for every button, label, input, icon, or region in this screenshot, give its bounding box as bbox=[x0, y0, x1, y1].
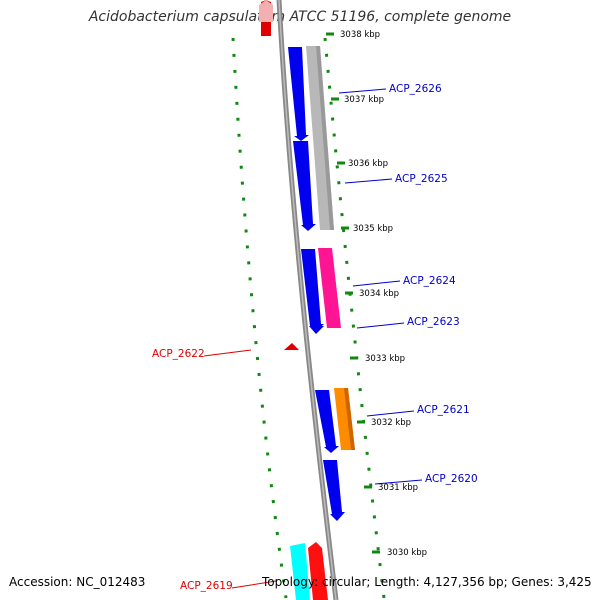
outer-ring bbox=[323, 37, 386, 599]
gene-label-acp-2625[interactable]: ACP_2625 bbox=[395, 173, 448, 185]
gene-label-acp-2623[interactable]: ACP_2623 bbox=[407, 316, 460, 328]
cds-acp-2624 bbox=[301, 249, 324, 331]
accession-value: NC_012483 bbox=[76, 575, 146, 589]
gc-content-ring bbox=[231, 37, 288, 599]
genes-value: 3,425 bbox=[557, 575, 592, 589]
cds-acp-2623 bbox=[309, 326, 324, 334]
gene-label-acp-2621[interactable]: ACP_2621 bbox=[417, 404, 470, 416]
gene-label-acp-2622[interactable]: ACP_2622 bbox=[152, 348, 205, 360]
tick-label: 3037 kbp bbox=[344, 95, 384, 105]
gene-pink-block bbox=[318, 248, 341, 328]
topology-value: circular bbox=[321, 575, 367, 589]
cds-track-forward bbox=[288, 47, 345, 521]
gene-label-acp-2624[interactable]: ACP_2624 bbox=[403, 275, 456, 287]
gene-acp-2619 bbox=[308, 542, 328, 600]
gene-acp-2622 bbox=[284, 343, 299, 350]
cds-acp-2621 bbox=[315, 390, 339, 453]
tick-label: 3031 kbp bbox=[378, 483, 418, 493]
gene-top-faded bbox=[259, 0, 273, 22]
cds-acp-2625 bbox=[293, 141, 316, 231]
accession-info: Accession: NC_012483 bbox=[9, 575, 145, 589]
cds-acp-2620 bbox=[323, 460, 345, 521]
tick-labels: 3038 kbp 3037 kbp 3036 kbp 3035 kbp 3034… bbox=[340, 30, 427, 558]
gene-label-acp-2619[interactable]: ACP_2619 bbox=[180, 580, 233, 592]
tick-label: 3034 kbp bbox=[359, 289, 399, 299]
genes-label: Genes: bbox=[511, 575, 554, 589]
gene-label-acp-2626[interactable]: ACP_2626 bbox=[389, 83, 442, 95]
genome-summary: Topology: circular; Length: 4,127,356 bp… bbox=[262, 575, 592, 589]
label-leaders bbox=[203, 88, 423, 589]
cds-acp-2626 bbox=[288, 47, 309, 141]
tick-label: 3032 kbp bbox=[371, 418, 411, 428]
tick-label: 3036 kbp bbox=[348, 159, 388, 169]
map-title: Acidobacterium capsulatum ATCC 51196, co… bbox=[88, 9, 512, 25]
gene-cyan-block bbox=[290, 543, 310, 600]
tick-label: 3035 kbp bbox=[353, 224, 393, 234]
topology-label: Topology: bbox=[262, 575, 319, 589]
length-value: 4,127,356 bp bbox=[423, 575, 504, 589]
gene-label-acp-2620[interactable]: ACP_2620 bbox=[425, 473, 478, 485]
tick-label: 3030 kbp bbox=[387, 548, 427, 558]
gene-labels: ACP_2626 ACP_2625 ACP_2624 ACP_2623 ACP_… bbox=[152, 83, 478, 592]
tick-label: 3038 kbp bbox=[340, 30, 380, 40]
tick-label: 3033 kbp bbox=[365, 354, 405, 364]
accession-label: Accession: bbox=[9, 575, 73, 589]
tick-marks bbox=[326, 32, 380, 554]
length-label: Length: bbox=[374, 575, 420, 589]
